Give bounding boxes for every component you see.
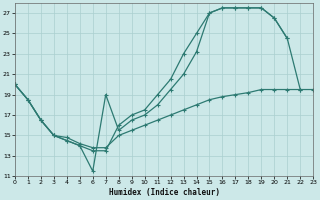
X-axis label: Humidex (Indice chaleur): Humidex (Indice chaleur) [108, 188, 220, 197]
